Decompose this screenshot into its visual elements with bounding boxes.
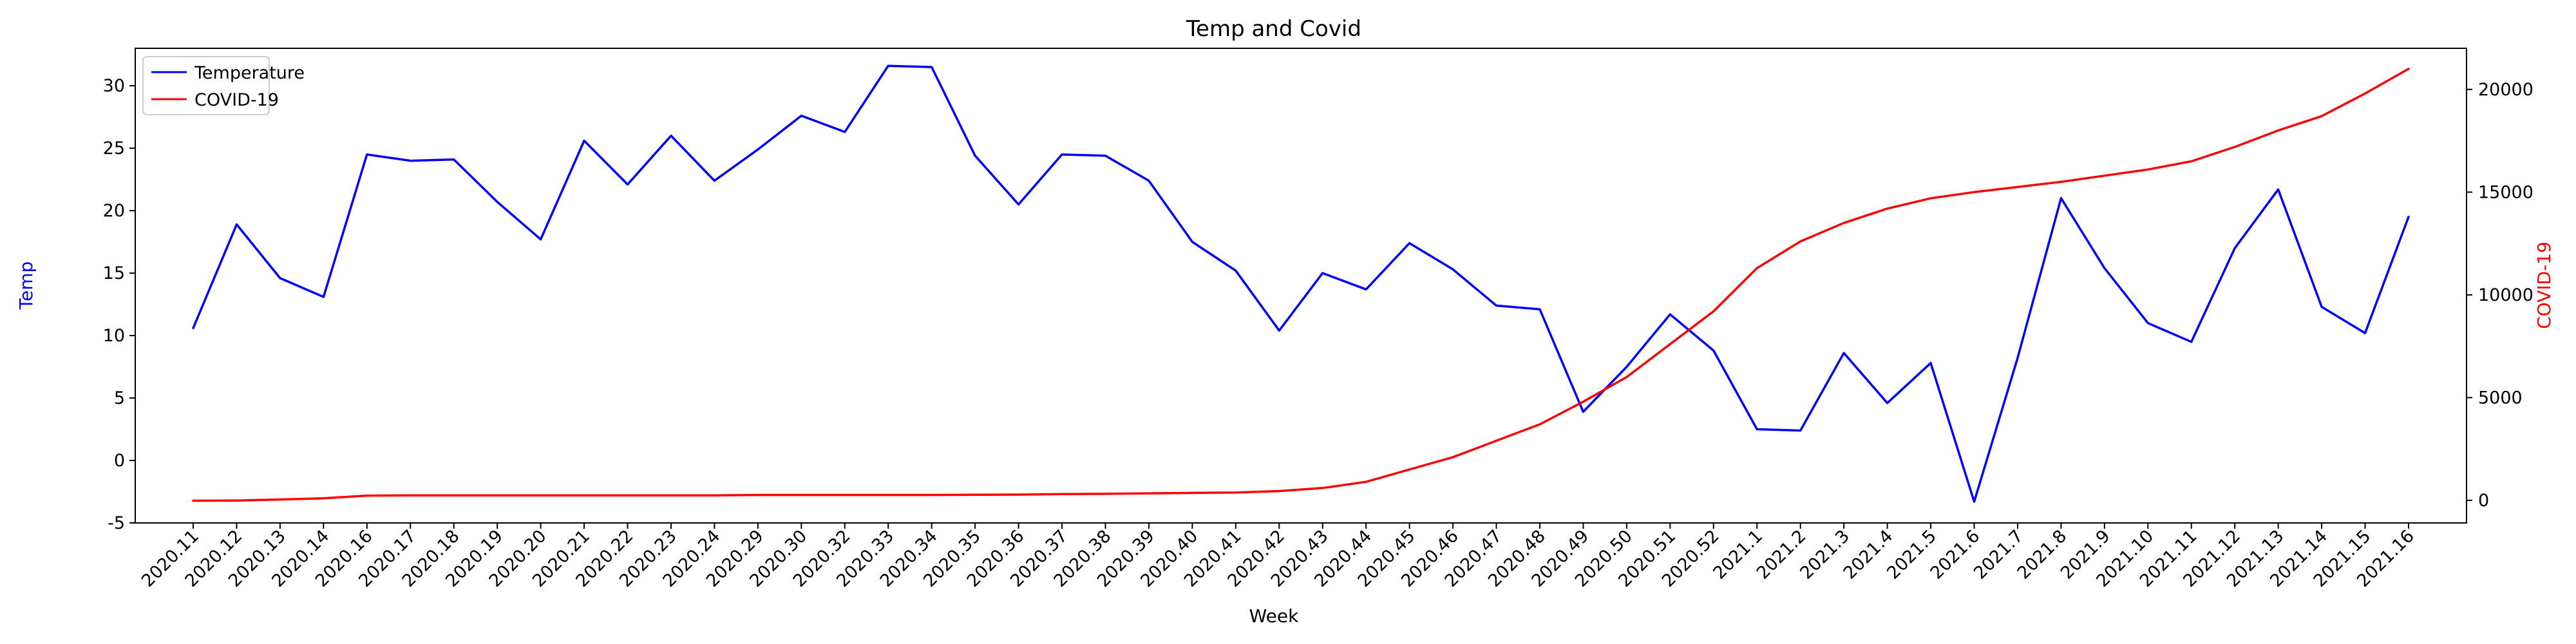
covid-line [192,68,2410,502]
x-axis-title: Week [1249,605,1299,627]
right-y-tick-label: 20000 [2478,80,2533,100]
left-y-tick-label: 30 [103,76,125,96]
left-y-tick-label: 0 [114,451,125,471]
right-y-tick-label: 0 [2478,491,2489,511]
legend-temperature-label: Temperature [194,63,305,83]
right-y-tick-label: 15000 [2478,182,2533,202]
legend-covid-label: COVID-19 [194,90,279,110]
left-y-tick-label: 15 [103,263,125,283]
right-y-tick-label: 5000 [2478,388,2523,408]
left-y-axis-title: Temp [15,261,37,310]
chart-title: Temp and Covid [1186,16,1361,42]
left-y-tick-label: 20 [103,201,125,221]
right-y-axis-title: COVID-19 [2533,242,2555,329]
left-y-tick-label: 5 [114,388,125,408]
legend: Temperature COVID-19 [142,56,305,115]
left-y-tick-label: -5 [108,513,125,533]
left-y-tick-label: 10 [103,326,125,346]
plot-frame [135,48,2467,524]
left-y-tick-label: 25 [103,138,125,158]
right-y-tick-label: 10000 [2478,285,2533,305]
temperature-line [192,64,2410,503]
